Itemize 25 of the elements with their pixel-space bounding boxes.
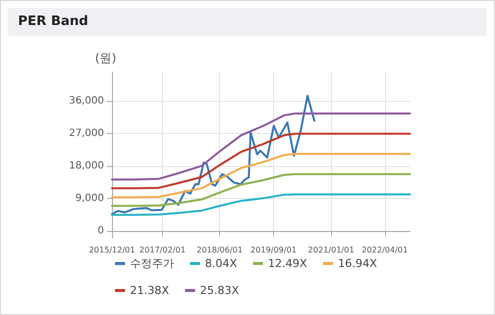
x-tick-label: 2022/04/01 [362, 246, 408, 254]
chart-title: PER Band [18, 14, 88, 29]
line-series [111, 173, 411, 207]
legend-label: 16.94X [338, 257, 378, 270]
legend-label: 21.38X [130, 284, 170, 297]
line-series [111, 112, 411, 181]
line-series [111, 193, 411, 216]
y-tick-label: 27,000 [69, 128, 104, 139]
y-tick-label: 9,000 [75, 192, 104, 204]
y-tick-label: 36,000 [69, 95, 104, 106]
x-tick-label: 2019/09/01 [250, 246, 297, 254]
y-tick-label: 0 [98, 225, 104, 236]
legend-label: 25.83X [200, 284, 240, 297]
legend-label: 수정주가 [130, 257, 174, 270]
x-tick-label: 2021/01/01 [308, 246, 354, 254]
line-series [111, 132, 411, 190]
x-tick-label: 2015/12/01 [88, 246, 136, 254]
y-axis-title: (원) [95, 51, 116, 65]
line-series [111, 94, 316, 216]
x-tick-label: 2018/06/01 [196, 246, 243, 254]
legend-label: 8.04X [205, 257, 238, 270]
line-series [111, 152, 411, 198]
x-tick-label: 2017/02/01 [139, 246, 186, 254]
y-tick-label: 18,000 [69, 160, 104, 172]
legend-label: 12.49X [268, 257, 308, 270]
